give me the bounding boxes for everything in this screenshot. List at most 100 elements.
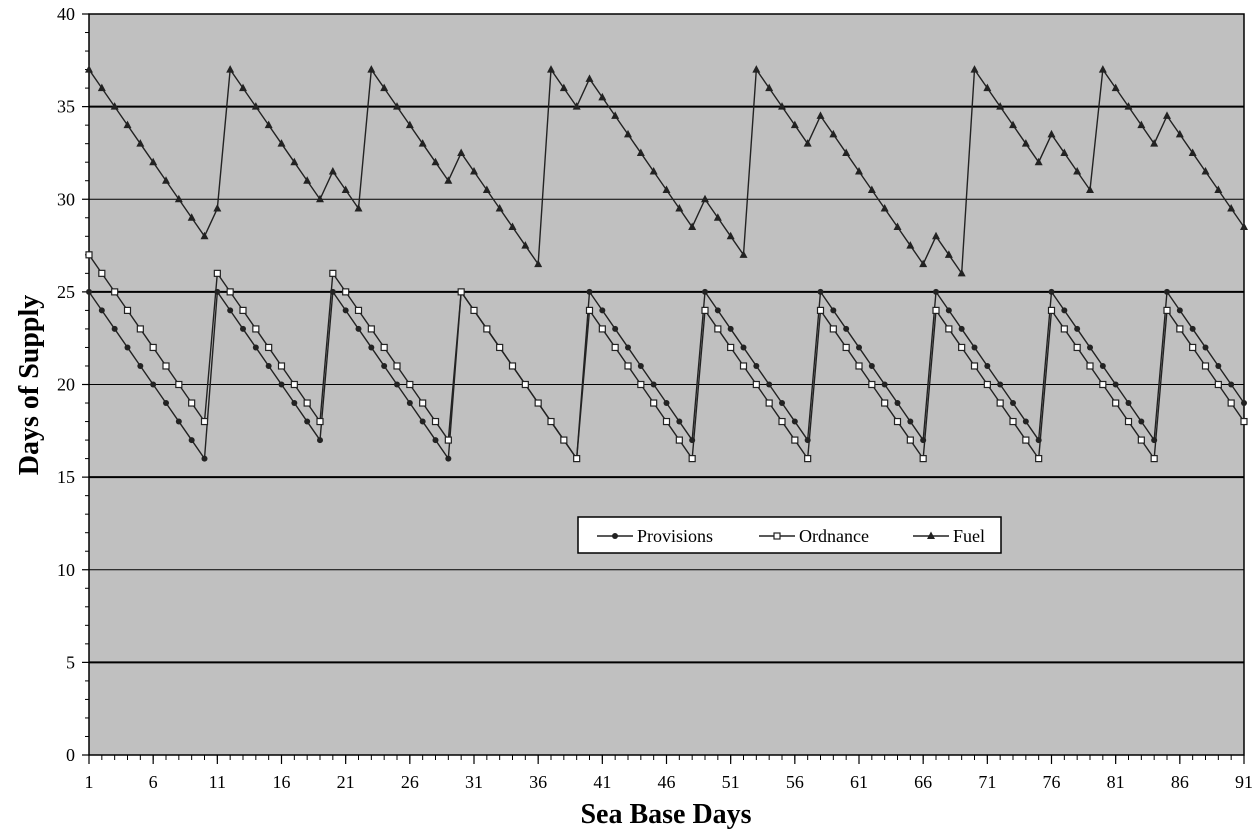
fuel-point [457,148,466,156]
ordnance-point [752,380,760,389]
fuel-point [1060,148,1069,156]
fuel-point [790,120,799,129]
ordnance-point [739,362,748,370]
fuel-point [1034,157,1043,166]
fuel-point [303,176,312,184]
provisions-point [163,400,169,407]
ordnance-point [123,306,132,314]
ordnance-point [573,455,581,463]
fuel-point [944,250,953,258]
x-tick-label: 71 [978,772,996,792]
ordnance-point [855,362,863,370]
x-tick-label: 21 [337,772,355,792]
legend-fuel-marker [927,531,935,539]
x-tick-label: 26 [401,772,419,792]
fuel-point [1201,166,1210,175]
x-tick-label: 41 [593,772,611,792]
provisions-point [1241,400,1247,407]
ordnance-point [1112,399,1120,407]
provisions-point [971,344,978,351]
provisions-point [1048,288,1055,295]
ordnance-point [727,343,735,352]
fuel-point [1047,129,1056,138]
ordnance-point [1240,417,1248,426]
ordnance-point [1060,325,1068,333]
provisions-point [1061,307,1068,314]
ordnance-point [470,306,478,314]
ordnance-point [598,325,606,333]
x-tick-label: 31 [465,772,483,792]
fuel-point [1175,129,1184,138]
ordnance-point [1086,362,1094,370]
ordnance-point [714,325,722,333]
ordnance-point [521,380,529,389]
provisions-point [933,288,939,295]
provisions-point [817,288,824,295]
ordnance-point [958,343,966,352]
provisions-point [702,288,708,295]
provisions-point [753,362,760,369]
provisions-point [1022,418,1029,425]
provisions-point [406,400,413,407]
ordnance-point [380,343,388,352]
x-tick-label: 46 [658,772,676,792]
fuel-point [855,166,863,175]
provisions-point [625,344,631,351]
provisions-point [1112,381,1119,388]
provisions-point [368,344,375,351]
provisions-point [599,307,606,314]
provisions-point [240,325,246,332]
fuel-point [1214,185,1223,193]
fuel-point [174,194,183,203]
ordnance-point [970,362,979,370]
ordnance-point [483,325,491,333]
provisions-point [137,362,144,369]
fuel-point [418,139,427,147]
fuel-point [688,222,697,231]
ordnance-point [1022,436,1030,444]
fuel-point [521,241,530,249]
ordnance-point [637,380,645,389]
fuel-point [393,102,401,110]
legend-provisions-marker [612,533,618,539]
ordnance-point [1009,417,1017,426]
legend-fuel-label: Fuel [953,526,985,546]
x-tick-label: 51 [722,772,740,792]
ordnance-point [1150,455,1158,463]
ordnance-point [213,269,221,277]
fuel-point [649,166,658,175]
ordnance-point [1201,362,1210,370]
ordnance-point [893,417,902,426]
legend-provisions-label: Provisions [637,526,713,546]
fuel-point [547,65,555,73]
ordnance-point [226,288,234,296]
fuel-point [444,176,453,184]
fuel-point [1073,166,1082,175]
fuel-point [636,148,645,156]
legend-ordnance-marker [773,532,781,540]
ordnance-point [316,417,324,426]
ordnance-point [983,380,991,389]
fuel-point [251,102,260,110]
fuel-point [380,83,389,92]
series-fuel [85,65,1248,277]
ordnance-point [919,455,927,463]
provisions-point [124,344,131,351]
fuel-point [1098,65,1107,73]
fuel-point [1009,120,1017,129]
fuel-point [1240,222,1248,231]
fuel-point [328,166,337,175]
provisions-point [791,418,798,425]
ordnance-point [996,399,1004,407]
fuel-point [1111,83,1120,92]
y-axis-title: Days of Supply [14,295,45,476]
fuel-point [200,231,209,240]
ordnance-point [1035,455,1043,463]
fuel-point [1021,139,1030,147]
fuel-point [187,213,196,221]
fuel-point [932,231,940,240]
provisions-point [1125,400,1132,407]
ordnance-point [277,362,286,370]
provisions-point [907,418,914,425]
ordnance-point [149,343,157,352]
